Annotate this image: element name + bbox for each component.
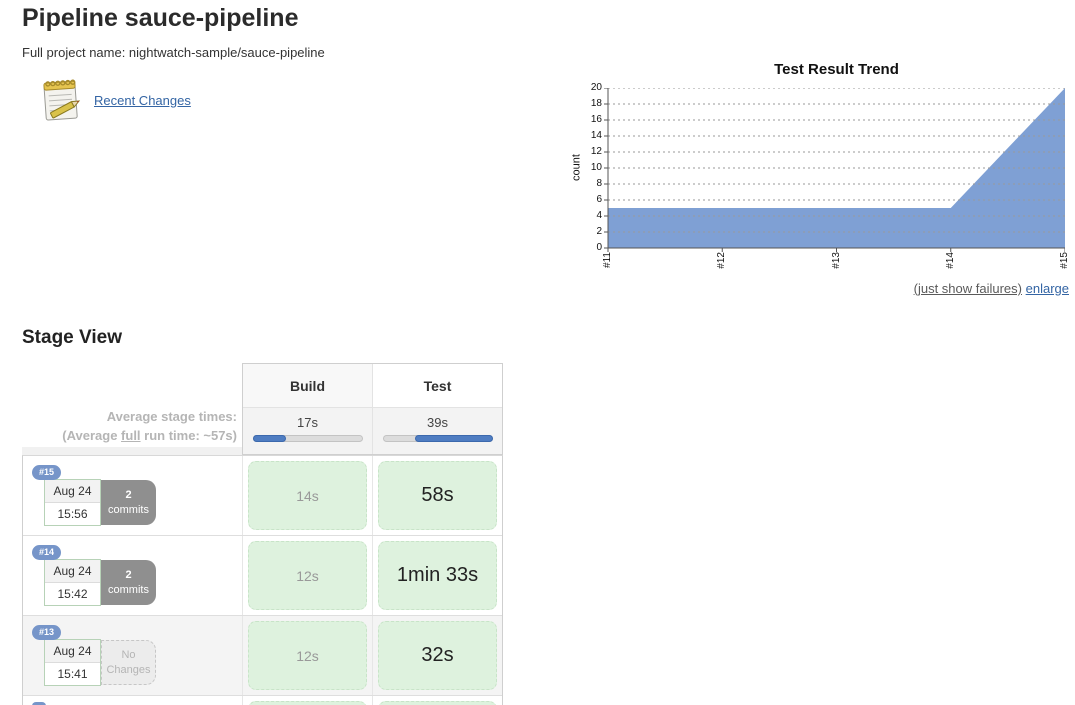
y-axis-title: count <box>571 147 584 189</box>
chart-title: Test Result Trend <box>608 61 1065 78</box>
table-row-partial <box>23 696 502 705</box>
average-times-label: Average stage times: (Average full run t… <box>22 407 237 445</box>
stage-cell-test[interactable]: 58s <box>378 461 497 530</box>
avg-test-time: 39s <box>427 415 448 430</box>
table-row-build-14: #14 Aug 24 15:42 2 commits 12s 1min 33s <box>23 536 502 616</box>
enlarge-link[interactable]: enlarge <box>1026 281 1069 296</box>
commits-badge[interactable]: 2 commits <box>101 560 156 605</box>
column-header-test: Test <box>373 364 502 408</box>
run-info-cell: #15 Aug 24 15:56 2 commits <box>23 456 243 535</box>
stage-table-header: Build Test 17s 39s <box>242 363 503 455</box>
no-changes-badge: No Changes <box>101 640 156 685</box>
avg-build-bar <box>253 435 363 442</box>
stage-table-rows: #15 Aug 24 15:56 2 commits 14s 58s #14 A… <box>22 455 503 705</box>
table-row-build-13: #13 Aug 24 15:41 No Changes 12s 32s <box>23 616 502 696</box>
commits-badge[interactable]: 2 commits <box>101 480 156 525</box>
page-title: Pipeline sauce-pipeline <box>22 4 298 33</box>
stage-cell-test[interactable]: 1min 33s <box>378 541 497 610</box>
stage-view-heading: Stage View <box>22 327 122 349</box>
full-project-name: Full project name: nightwatch-sample/sau… <box>22 45 325 60</box>
recent-changes-link[interactable]: Recent Changes <box>94 93 191 108</box>
build-number-badge[interactable]: #13 <box>32 625 61 640</box>
test-result-trend-chart[interactable] <box>600 88 1065 258</box>
column-header-build: Build <box>243 364 373 408</box>
average-row-strip <box>22 447 242 455</box>
run-datetime[interactable]: Aug 24 15:56 <box>44 479 101 526</box>
run-datetime[interactable]: Aug 24 15:42 <box>44 559 101 606</box>
avg-test-cell: 39s <box>373 408 502 454</box>
stage-cell-build[interactable]: 14s <box>248 461 367 530</box>
avg-build-time: 17s <box>297 415 318 430</box>
table-row-build-15: #15 Aug 24 15:56 2 commits 14s 58s <box>23 456 502 536</box>
stage-cell-test[interactable]: 32s <box>378 621 497 690</box>
trend-area-series <box>608 88 1065 248</box>
run-info-cell <box>23 696 243 705</box>
build-number-badge[interactable]: #14 <box>32 545 61 560</box>
stage-cell-build[interactable]: 12s <box>248 541 367 610</box>
notepad-icon <box>38 77 86 123</box>
stage-cell-build[interactable] <box>248 701 367 705</box>
stage-cell-test[interactable] <box>378 701 497 705</box>
just-show-failures-link[interactable]: (just show failures) <box>914 281 1022 296</box>
run-datetime[interactable]: Aug 24 15:41 <box>44 639 101 686</box>
run-info-cell: #14 Aug 24 15:42 2 commits <box>23 536 243 615</box>
avg-build-cell: 17s <box>243 408 373 454</box>
build-number-badge[interactable]: #15 <box>32 465 61 480</box>
recent-changes-block: Recent Changes <box>38 77 191 123</box>
avg-test-bar <box>383 435 493 442</box>
run-info-cell: #13 Aug 24 15:41 No Changes <box>23 616 243 695</box>
stage-cell-build[interactable]: 12s <box>248 621 367 690</box>
